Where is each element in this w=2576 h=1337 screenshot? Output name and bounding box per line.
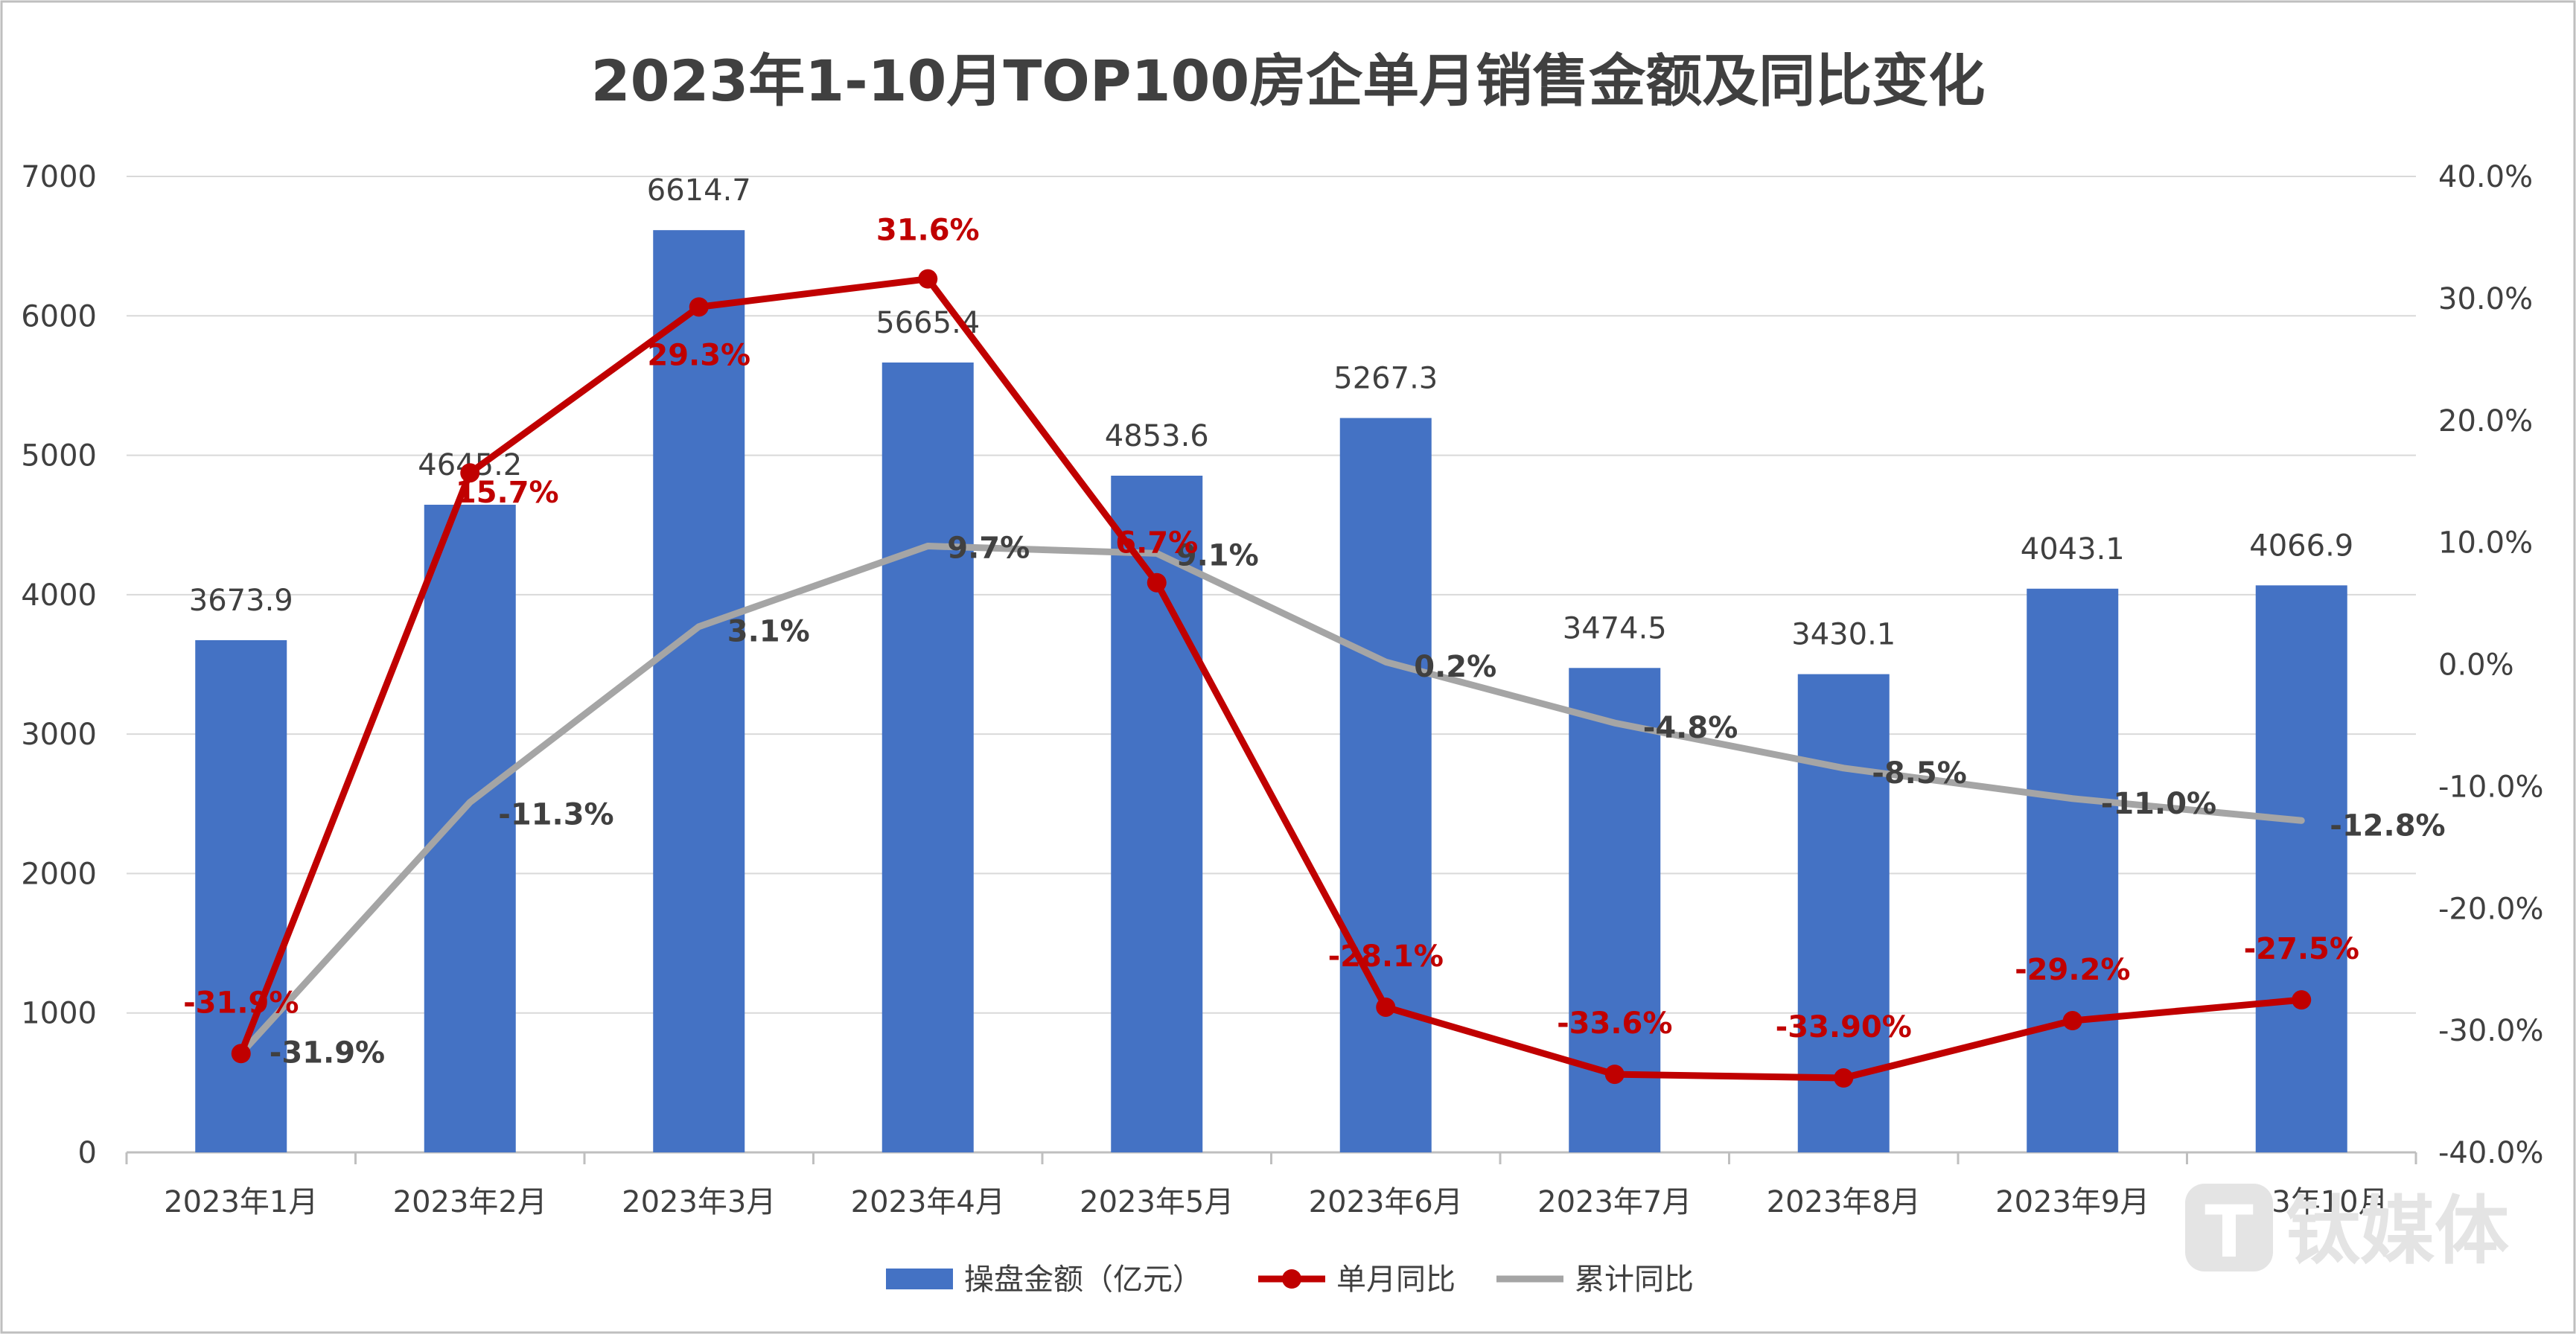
- y-left-tick-label: 5000: [21, 439, 97, 473]
- bar-value-label: 4066.9: [2249, 529, 2353, 563]
- legend-marker-monthly: [1282, 1269, 1301, 1289]
- x-tick-label: 2023年8月: [1767, 1185, 1921, 1219]
- y-left-tick-label: 7000: [21, 160, 97, 194]
- monthly-yoy-point[interactable]: [1834, 1068, 1854, 1088]
- x-tick-label: 2023年5月: [1080, 1185, 1234, 1219]
- y-right-tick-label: 0.0%: [2438, 648, 2514, 683]
- cumulative-yoy-label: -12.8%: [2330, 808, 2445, 843]
- bar[interactable]: [653, 230, 745, 1153]
- monthly-yoy-line: [237, 275, 2305, 1082]
- cumulative-yoy-label: -11.3%: [498, 798, 613, 832]
- y-right-tick-label: 40.0%: [2438, 160, 2533, 194]
- cumulative-yoy-label: -4.8%: [1643, 711, 1738, 745]
- x-tick-label: 2023年6月: [1309, 1185, 1463, 1219]
- y-right-tick-label: 10.0%: [2438, 526, 2533, 561]
- monthly-yoy-label: -33.6%: [1557, 1006, 1672, 1041]
- monthly-yoy-point[interactable]: [918, 269, 938, 289]
- monthly-yoy-label: -33.90%: [1776, 1010, 1912, 1044]
- monthly-yoy-label: -29.2%: [2015, 953, 2130, 987]
- monthly-yoy-point[interactable]: [689, 297, 709, 317]
- watermark-badge: [2185, 1184, 2273, 1271]
- legend-swatch-bar: [886, 1269, 953, 1289]
- monthly-yoy-label: 6.7%: [1115, 526, 1198, 561]
- cumulative-yoy-line: [237, 543, 2305, 1057]
- x-tick-label: 2023年3月: [622, 1185, 776, 1219]
- monthly-yoy-label: -28.1%: [1328, 939, 1444, 974]
- bar[interactable]: [195, 639, 287, 1152]
- y-right-tick-label: -20.0%: [2438, 892, 2544, 926]
- legend-label-bar: 操盘金额（亿元）: [964, 1263, 1202, 1297]
- watermark-badge-letter: T: [2204, 1190, 2253, 1274]
- bar-value-label: 6614.7: [647, 173, 751, 208]
- bar-value-label: 5267.3: [1333, 362, 1438, 396]
- monthly-yoy-point[interactable]: [231, 1044, 251, 1064]
- y-left-tick-label: 1000: [21, 997, 97, 1031]
- bar-value-label: 3474.5: [1563, 611, 1667, 645]
- y-left-tick-label: 0: [78, 1136, 97, 1170]
- chart-title: 2023年1-10月TOP100房企单月销售金额及同比变化: [591, 48, 1986, 114]
- monthly-yoy-label: 29.3%: [647, 338, 750, 372]
- y-left-tick-label: 3000: [21, 718, 97, 752]
- bar[interactable]: [424, 505, 516, 1152]
- cumulative-yoy-label: 3.1%: [727, 615, 810, 649]
- cumulative-yoy-label: -31.9%: [270, 1036, 385, 1070]
- x-tick-label: 2023年1月: [164, 1185, 318, 1219]
- y-left-tick-label: 2000: [21, 857, 97, 891]
- y-right-tick-label: -40.0%: [2438, 1136, 2544, 1170]
- bar-value-label: 4853.6: [1105, 419, 1209, 453]
- x-tick-label: 2023年7月: [1537, 1185, 1692, 1219]
- legend-label-monthly: 单月同比: [1336, 1263, 1456, 1297]
- y-left-tick-label: 6000: [21, 299, 97, 334]
- bar[interactable]: [881, 362, 974, 1152]
- bar-value-label: 4043.1: [2021, 532, 2125, 567]
- x-tick-label: 2023年2月: [393, 1185, 547, 1219]
- monthly-yoy-label: -27.5%: [2244, 932, 2359, 966]
- monthly-yoy-point[interactable]: [1604, 1065, 1625, 1085]
- cumulative-yoy-label: 0.2%: [1414, 650, 1496, 684]
- watermark-text: 钛媒体: [2286, 1187, 2509, 1274]
- bar[interactable]: [2027, 588, 2119, 1152]
- x-tick-label: 2023年4月: [851, 1185, 1005, 1219]
- monthly-yoy-point[interactable]: [2062, 1011, 2082, 1031]
- y-right-tick-label: 30.0%: [2438, 282, 2533, 316]
- cumulative-yoy-label: 9.7%: [947, 532, 1030, 566]
- monthly-yoy-label: 15.7%: [456, 476, 559, 510]
- monthly-yoy-point[interactable]: [2292, 990, 2312, 1010]
- y-right-tick-label: 20.0%: [2438, 404, 2533, 438]
- y-right-tick-label: -10.0%: [2438, 770, 2544, 804]
- monthly-yoy-label: -31.9%: [183, 986, 299, 1020]
- bar[interactable]: [1339, 418, 1432, 1152]
- bar-value-label: 3430.1: [1791, 618, 1896, 652]
- legend-label-cumulative: 累计同比: [1575, 1263, 1694, 1297]
- y-right-tick-label: -30.0%: [2438, 1014, 2544, 1048]
- monthly-yoy-point[interactable]: [460, 463, 480, 483]
- cumulative-yoy-label: 9.1%: [1176, 538, 1259, 572]
- monthly-yoy-label: 31.6%: [876, 214, 980, 248]
- cumulative-yoy-label: -8.5%: [1872, 756, 1967, 791]
- bar-value-label: 3673.9: [189, 584, 293, 618]
- x-tick-label: 2023年9月: [1995, 1185, 2149, 1219]
- y-left-tick-label: 4000: [21, 578, 97, 613]
- cumulative-yoy-label: -11.0%: [2101, 787, 2216, 821]
- bar[interactable]: [2255, 585, 2347, 1152]
- monthly-yoy-point[interactable]: [1376, 997, 1396, 1017]
- monthly-yoy-point[interactable]: [1147, 572, 1167, 593]
